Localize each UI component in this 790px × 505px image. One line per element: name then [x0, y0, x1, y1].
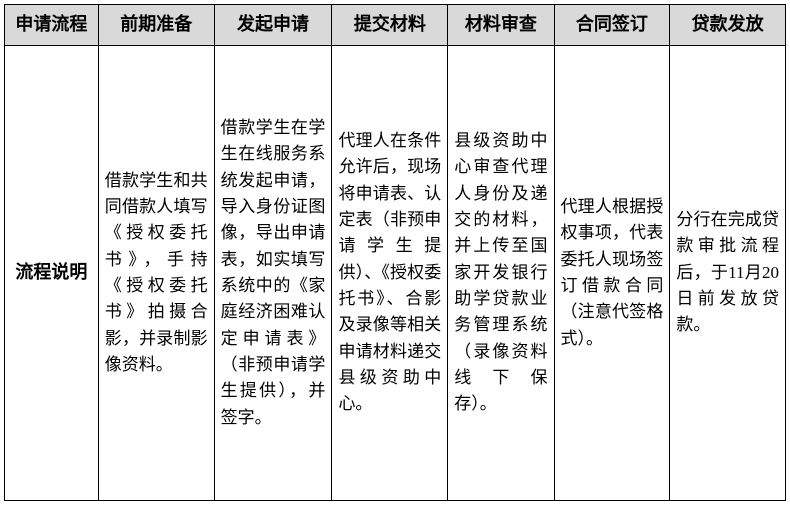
- cell-sign: 代理人根据授权事项，代表委托人现场签订借款合同（注意代签格式）。: [554, 45, 670, 500]
- table-body-row: 流程说明 借款学生和共同借款人填写《授权委托书》，手持《授权委托书》拍摄合影，并…: [5, 45, 786, 500]
- process-table: 申请流程 前期准备 发起申请 提交材料 材料审查 合同签订 贷款发放 流程说明 …: [4, 4, 786, 501]
- header-col-initiate: 发起申请: [214, 5, 332, 46]
- table-header-row: 申请流程 前期准备 发起申请 提交材料 材料审查 合同签订 贷款发放: [5, 5, 786, 46]
- header-col-prep: 前期准备: [98, 5, 214, 46]
- cell-initiate: 借款学生在学生在线服务系统发起申请，导入身份证图像，导出申请表，如实填写系统中的…: [214, 45, 332, 500]
- header-col-review: 材料审查: [448, 5, 554, 46]
- header-col-sign: 合同签订: [554, 5, 670, 46]
- cell-submit: 代理人在条件允许后，现场将申请表、认定表（非预申请学生提供）、《授权委托书》、合…: [332, 45, 448, 500]
- cell-disburse: 分行在完成贷款审批流程后，于11月20日前发放贷款。: [670, 45, 786, 500]
- header-col-submit: 提交材料: [332, 5, 448, 46]
- header-col-process: 申请流程: [5, 5, 99, 46]
- cell-review: 县级资助中心审查代理人身份及递交的材料，并上传至国家开发银行助学贷款业务管理系统…: [448, 45, 554, 500]
- header-col-disburse: 贷款发放: [670, 5, 786, 46]
- row-label: 流程说明: [5, 45, 99, 500]
- cell-prep: 借款学生和共同借款人填写《授权委托书》，手持《授权委托书》拍摄合影，并录制影像资…: [98, 45, 214, 500]
